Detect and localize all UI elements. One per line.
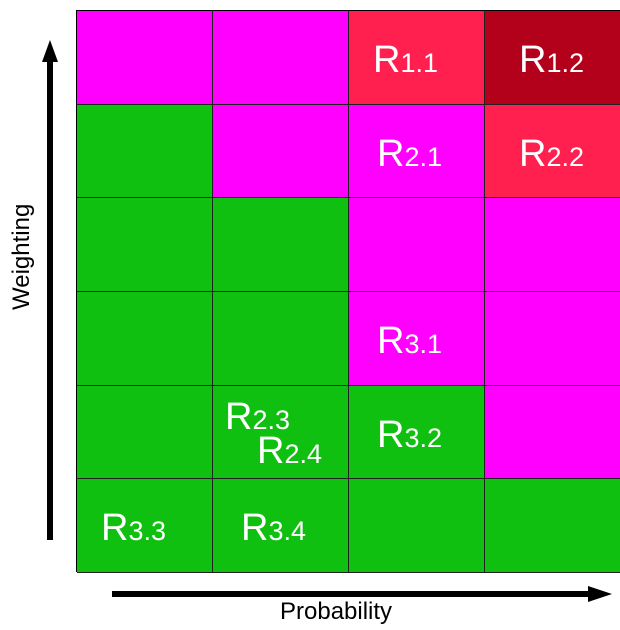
matrix-cell-r3-c1	[77, 198, 213, 292]
matrix-cell-r1-c1	[77, 11, 213, 105]
risk-label-3-2: R3.2	[377, 413, 442, 456]
risk-label-2-2: R2.2	[519, 132, 584, 175]
matrix-cell-r2-c1	[77, 104, 213, 199]
risk-label-3-3: R3.3	[101, 507, 166, 550]
risk-label-3-4: R3.4	[241, 507, 306, 550]
x-axis-arrow	[112, 586, 612, 602]
x-axis-label: Probability	[280, 598, 393, 625]
matrix-cell-r6-c1	[77, 479, 213, 573]
matrix-cell-r5-c1	[77, 385, 213, 480]
risk-label-1-1: R1.1	[373, 39, 438, 81]
matrix-cell-r1-c2	[213, 11, 349, 105]
matrix-cell-r5-c3	[349, 385, 485, 480]
y-axis-arrow	[42, 40, 58, 540]
matrix-cell-r3-c3	[349, 198, 485, 292]
matrix-cell-r6-c3	[349, 479, 485, 573]
risk-label-2-1: R2.1	[377, 132, 442, 175]
matrix-cell-r1-c4	[485, 11, 620, 105]
matrix-cell-r2-c2	[213, 104, 349, 199]
risk-matrix: R1.1 R1.2 R2.1 R2.2 R3.1 R2.3 R2.4 R3.2 R3.3 R3.4	[76, 10, 620, 573]
matrix-cell-r2-c3	[349, 104, 485, 199]
risk-label-3-1: R3.1	[377, 320, 442, 362]
matrix-cell-r3-c2	[213, 198, 349, 292]
matrix-cell-r4-c4	[485, 292, 620, 386]
y-axis-label: Weighting	[8, 203, 35, 310]
matrix-cell-r6-c2	[213, 479, 349, 573]
risk-label-2-3: R2.3	[225, 395, 290, 438]
matrix-cell-r2-c4	[485, 104, 620, 199]
matrix-cell-r4-c3	[349, 292, 485, 386]
matrix-cell-r6-c4	[485, 479, 620, 573]
matrix-cell-r1-c3	[349, 11, 485, 105]
matrix-cell-r4-c1	[77, 292, 213, 386]
matrix-cell-r5-c4	[485, 385, 620, 480]
risk-label-1-2: R1.2	[519, 39, 584, 81]
matrix-cell-r4-c2	[213, 292, 349, 386]
matrix-cell-r3-c4	[485, 198, 620, 292]
risk-label-2-4: R2.4	[257, 429, 322, 472]
matrix-cell-r5-c2	[213, 385, 349, 480]
